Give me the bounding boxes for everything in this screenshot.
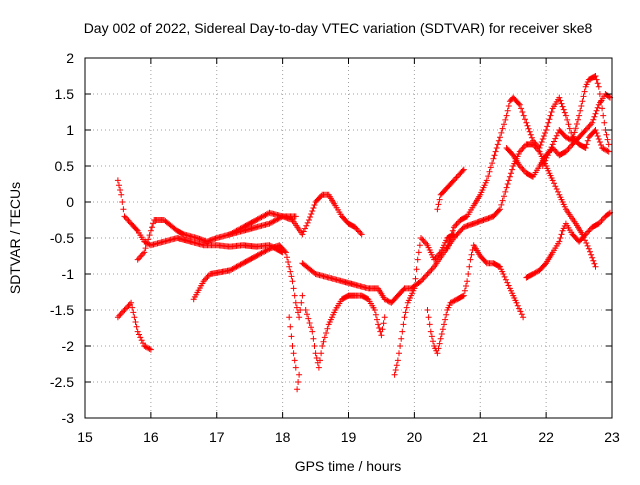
data-points xyxy=(190,242,306,321)
x-tick-label: 19 xyxy=(341,429,357,445)
series-track-10 xyxy=(424,242,527,357)
axis-ticks: 15 16 17 18 19 20 21 22 23-3-2.5-2-1.5-1-0.500.5… xyxy=(50,50,620,445)
series-track-3 xyxy=(134,213,299,263)
series-track-2 xyxy=(114,299,154,353)
series-track-7 xyxy=(299,141,599,306)
y-tick-label: 1.5 xyxy=(55,86,75,102)
y-tick-label: -1 xyxy=(62,266,75,282)
series-track-1 xyxy=(114,177,286,256)
data-points xyxy=(391,231,457,378)
x-tick-label: 16 xyxy=(143,429,159,445)
x-tick-label: 15 xyxy=(77,429,93,445)
x-tick-label: 22 xyxy=(538,429,554,445)
y-tick-label: 2 xyxy=(66,50,74,66)
x-tick-label: 21 xyxy=(472,429,488,445)
data-points xyxy=(503,91,613,180)
series-track-11 xyxy=(434,166,467,213)
x-tick-label: 20 xyxy=(407,429,423,445)
grid xyxy=(85,58,612,418)
y-tick-label: -0.5 xyxy=(50,230,74,246)
series-track-8 xyxy=(302,292,388,371)
y-axis-label: SDTVAR / TECUs xyxy=(7,182,23,294)
y-tick-label: -3 xyxy=(62,410,75,426)
x-axis-label: GPS time / hours xyxy=(295,458,402,474)
data-points xyxy=(299,141,599,306)
chart-title: Day 002 of 2022, Sidereal Day-to-day VTE… xyxy=(84,20,593,36)
y-tick-label: 0.5 xyxy=(55,158,75,174)
series-track-6 xyxy=(226,191,365,238)
y-tick-label: -2.5 xyxy=(50,374,74,390)
series-track-5 xyxy=(286,314,303,393)
data-points xyxy=(424,242,527,357)
series-track-9 xyxy=(391,231,457,378)
x-tick-label: 17 xyxy=(209,429,225,445)
data-points xyxy=(286,314,303,393)
data-points xyxy=(134,213,299,263)
y-tick-label: 0 xyxy=(66,194,74,210)
data-points xyxy=(114,177,286,256)
series-track-4 xyxy=(190,242,306,321)
data-layer xyxy=(114,73,613,393)
data-points xyxy=(226,191,365,238)
data-points xyxy=(523,209,613,281)
series-track-13 xyxy=(523,209,613,281)
data-points xyxy=(114,299,154,353)
x-tick-label: 23 xyxy=(604,429,620,445)
data-points xyxy=(302,292,388,371)
x-tick-label: 18 xyxy=(275,429,291,445)
y-tick-label: -2 xyxy=(62,338,75,354)
y-tick-label: -1.5 xyxy=(50,302,74,318)
series-track-15 xyxy=(503,91,613,180)
data-points xyxy=(434,166,467,213)
series-track-14 xyxy=(539,73,612,169)
data-points xyxy=(539,73,612,169)
y-tick-label: 1 xyxy=(66,122,74,138)
